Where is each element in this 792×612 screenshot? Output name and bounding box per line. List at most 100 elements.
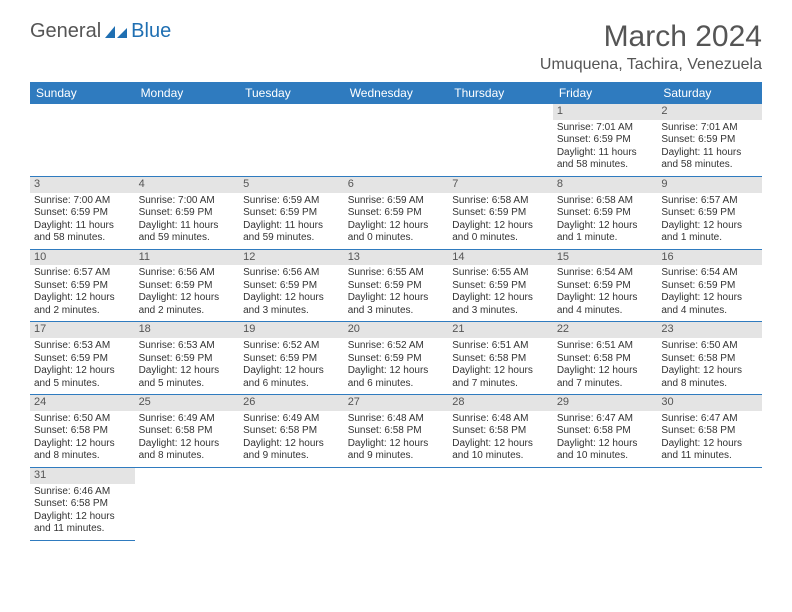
day-number: 10 [30, 250, 135, 266]
sunrise: Sunrise: 6:54 AM [661, 267, 758, 280]
calendar-cell: 31Sunrise: 6:46 AMSunset: 6:58 PMDayligh… [30, 467, 135, 540]
calendar-cell: 20Sunrise: 6:52 AMSunset: 6:59 PMDayligh… [344, 322, 449, 395]
daylight: Daylight: 12 hours and 3 minutes. [243, 292, 340, 317]
sunrise: Sunrise: 6:49 AM [243, 413, 340, 426]
day-info: Sunrise: 6:52 AMSunset: 6:59 PMDaylight:… [243, 340, 340, 390]
daylight: Daylight: 12 hours and 9 minutes. [243, 438, 340, 463]
day-info: Sunrise: 6:49 AMSunset: 6:58 PMDaylight:… [139, 413, 236, 463]
sunset: Sunset: 6:59 PM [348, 207, 445, 220]
sunset: Sunset: 6:59 PM [34, 353, 131, 366]
logo-text-blue: Blue [131, 20, 171, 43]
sunset: Sunset: 6:59 PM [661, 207, 758, 220]
day-info: Sunrise: 6:55 AMSunset: 6:59 PMDaylight:… [452, 267, 549, 317]
day-number: 4 [135, 177, 240, 193]
day-number: 14 [448, 250, 553, 266]
day-number: 31 [30, 468, 135, 484]
daylight: Daylight: 12 hours and 6 minutes. [348, 365, 445, 390]
daylight: Daylight: 12 hours and 5 minutes. [139, 365, 236, 390]
sunset: Sunset: 6:59 PM [557, 207, 654, 220]
sunrise: Sunrise: 6:50 AM [661, 340, 758, 353]
calendar-cell: 4 Sunrise: 7:00 AMSunset: 6:59 PMDaylight… [135, 176, 240, 249]
sunrise: Sunrise: 6:49 AM [139, 413, 236, 426]
daylight: Daylight: 12 hours and 1 minute. [557, 220, 654, 245]
title-block: March 2024 Umuquena, Tachira, Venezuela [540, 20, 762, 74]
day-info: Sunrise: 6:47 AMSunset: 6:58 PMDaylight:… [557, 413, 654, 463]
day-info: Sunrise: 6:47 AMSunset: 6:58 PMDaylight:… [661, 413, 758, 463]
sunset: Sunset: 6:58 PM [34, 498, 131, 511]
day-info: Sunrise: 6:48 AMSunset: 6:58 PMDaylight:… [348, 413, 445, 463]
day-info: Sunrise: 7:00 AMSunset: 6:59 PMDaylight:… [139, 195, 236, 245]
sunset: Sunset: 6:59 PM [139, 353, 236, 366]
day-info: Sunrise: 6:50 AMSunset: 6:58 PMDaylight:… [661, 340, 758, 390]
calendar-cell [448, 467, 553, 540]
weekday-header: Wednesday [344, 82, 449, 104]
day-info: Sunrise: 6:57 AMSunset: 6:59 PMDaylight:… [661, 195, 758, 245]
sunset: Sunset: 6:59 PM [243, 207, 340, 220]
calendar-row: 10Sunrise: 6:57 AMSunset: 6:59 PMDayligh… [30, 249, 762, 322]
calendar-cell: 28Sunrise: 6:48 AMSunset: 6:58 PMDayligh… [448, 395, 553, 468]
day-info: Sunrise: 6:53 AMSunset: 6:59 PMDaylight:… [139, 340, 236, 390]
sunset: Sunset: 6:59 PM [452, 280, 549, 293]
calendar-cell: 8Sunrise: 6:58 AMSunset: 6:59 PMDaylight… [553, 176, 658, 249]
sunrise: Sunrise: 6:56 AM [243, 267, 340, 280]
day-number: 1 [553, 104, 658, 120]
day-number: 12 [239, 250, 344, 266]
day-info: Sunrise: 6:48 AMSunset: 6:58 PMDaylight:… [452, 413, 549, 463]
weekday-header: Friday [553, 82, 658, 104]
sunset: Sunset: 6:59 PM [348, 280, 445, 293]
calendar-row: 31Sunrise: 6:46 AMSunset: 6:58 PMDayligh… [30, 467, 762, 540]
location: Umuquena, Tachira, Venezuela [540, 56, 762, 74]
calendar-cell [135, 104, 240, 176]
calendar-cell: 7Sunrise: 6:58 AMSunset: 6:59 PMDaylight… [448, 176, 553, 249]
daylight: Daylight: 12 hours and 10 minutes. [557, 438, 654, 463]
daylight: Daylight: 12 hours and 6 minutes. [243, 365, 340, 390]
sunset: Sunset: 6:58 PM [557, 425, 654, 438]
calendar-cell: 19Sunrise: 6:52 AMSunset: 6:59 PMDayligh… [239, 322, 344, 395]
sunrise: Sunrise: 6:58 AM [452, 195, 549, 208]
daylight: Daylight: 11 hours and 58 minutes. [661, 147, 758, 172]
daylight: Daylight: 12 hours and 8 minutes. [661, 365, 758, 390]
month-title: March 2024 [540, 20, 762, 54]
calendar-row: 1Sunrise: 7:01 AMSunset: 6:59 PMDaylight… [30, 104, 762, 176]
sunset: Sunset: 6:59 PM [661, 280, 758, 293]
calendar-cell: 13Sunrise: 6:55 AMSunset: 6:59 PMDayligh… [344, 249, 449, 322]
day-number: 18 [135, 322, 240, 338]
sunrise: Sunrise: 6:51 AM [557, 340, 654, 353]
calendar-cell: 21Sunrise: 6:51 AMSunset: 6:58 PMDayligh… [448, 322, 553, 395]
calendar-cell: 27 Sunrise: 6:48 AMSunset: 6:58 PMDayligh… [344, 395, 449, 468]
day-number: 15 [553, 250, 658, 266]
sunset: Sunset: 6:59 PM [139, 280, 236, 293]
sunrise: Sunrise: 6:59 AM [243, 195, 340, 208]
sunrise: Sunrise: 6:47 AM [661, 413, 758, 426]
day-info: Sunrise: 6:58 AMSunset: 6:59 PMDaylight:… [557, 195, 654, 245]
day-number: 27 [344, 395, 449, 411]
daylight: Daylight: 12 hours and 2 minutes. [34, 292, 131, 317]
sunset: Sunset: 6:59 PM [243, 353, 340, 366]
daylight: Daylight: 12 hours and 3 minutes. [452, 292, 549, 317]
sunrise: Sunrise: 7:00 AM [34, 195, 131, 208]
day-number: 6 [344, 177, 449, 193]
sunset: Sunset: 6:58 PM [348, 425, 445, 438]
day-info: Sunrise: 6:50 AMSunset: 6:58 PMDaylight:… [34, 413, 131, 463]
sunrise: Sunrise: 6:54 AM [557, 267, 654, 280]
calendar-cell [448, 104, 553, 176]
daylight: Daylight: 12 hours and 7 minutes. [452, 365, 549, 390]
calendar-row: 24Sunrise: 6:50 AMSunset: 6:58 PMDayligh… [30, 395, 762, 468]
sunrise: Sunrise: 6:47 AM [557, 413, 654, 426]
day-info: Sunrise: 7:00 AMSunset: 6:59 PMDaylight:… [34, 195, 131, 245]
sunset: Sunset: 6:59 PM [557, 280, 654, 293]
calendar-cell: 9Sunrise: 6:57 AMSunset: 6:59 PMDaylight… [657, 176, 762, 249]
calendar-cell: 26Sunrise: 6:49 AMSunset: 6:58 PMDayligh… [239, 395, 344, 468]
day-number: 2 [657, 104, 762, 120]
daylight: Daylight: 12 hours and 1 minute. [661, 220, 758, 245]
daylight: Daylight: 12 hours and 4 minutes. [661, 292, 758, 317]
daylight: Daylight: 11 hours and 59 minutes. [243, 220, 340, 245]
calendar-row: 3Sunrise: 7:00 AMSunset: 6:59 PMDaylight… [30, 176, 762, 249]
daylight: Daylight: 11 hours and 58 minutes. [557, 147, 654, 172]
daylight: Daylight: 12 hours and 0 minutes. [452, 220, 549, 245]
day-info: Sunrise: 6:56 AMSunset: 6:59 PMDaylight:… [243, 267, 340, 317]
daylight: Daylight: 12 hours and 11 minutes. [34, 511, 131, 536]
calendar-cell [344, 467, 449, 540]
sunset: Sunset: 6:59 PM [661, 134, 758, 147]
daylight: Daylight: 12 hours and 4 minutes. [557, 292, 654, 317]
